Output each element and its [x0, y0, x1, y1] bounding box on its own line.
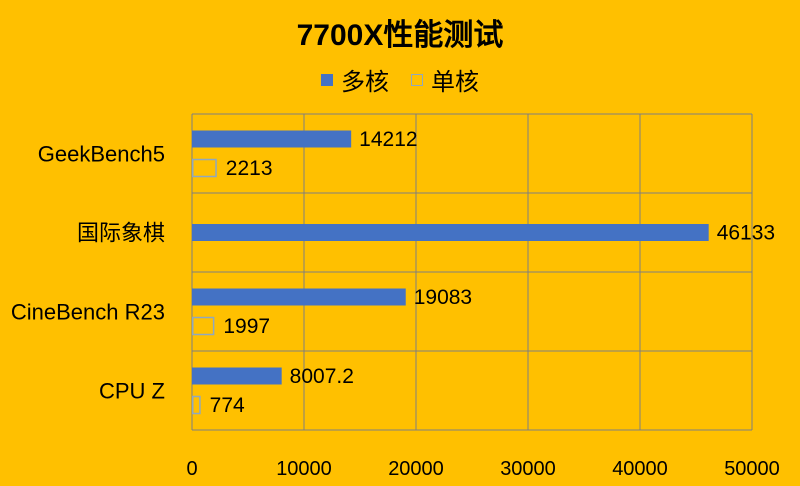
- legend-item-multicore: 多核: [321, 62, 389, 97]
- legend-label-singlecore: 单核: [431, 69, 479, 96]
- x-tick-label: 40000: [612, 458, 668, 480]
- chart-title: 7700X性能测试: [296, 19, 504, 52]
- y-category-label: CineBench R23: [11, 300, 165, 325]
- x-tick-label: 50000: [724, 458, 780, 480]
- bar-singlecore: [192, 316, 215, 336]
- legend-swatch-multicore: [321, 73, 333, 86]
- data-label-singlecore: 774: [210, 394, 245, 417]
- bar-multicore: [192, 367, 282, 385]
- y-category-label: 国际象棋: [77, 221, 165, 246]
- y-category-label: GeekBench5: [38, 142, 165, 167]
- legend-label-multicore: 多核: [341, 69, 389, 96]
- data-label-multicore: 46133: [717, 222, 775, 245]
- bar-singlecore: [192, 395, 201, 415]
- legend: 多核 单核: [0, 62, 800, 97]
- x-tick-label: 20000: [388, 458, 444, 480]
- bar-multicore: [192, 130, 352, 148]
- data-label-singlecore: 1997: [223, 315, 270, 338]
- legend-item-singlecore: 单核: [411, 62, 479, 97]
- x-tick-label: 0: [186, 458, 197, 480]
- data-label-multicore: 19083: [414, 286, 472, 309]
- y-category-label: CPU Z: [99, 379, 165, 404]
- data-label-multicore: 14212: [359, 128, 417, 151]
- legend-swatch-singlecore: [411, 73, 423, 86]
- bar-singlecore: [192, 158, 217, 178]
- bar-multicore: [192, 288, 406, 306]
- data-label-singlecore: 2213: [226, 157, 273, 180]
- x-tick-label: 30000: [500, 458, 556, 480]
- bar-multicore: [192, 224, 709, 241]
- data-label-multicore: 8007.2: [290, 365, 354, 388]
- x-tick-label: 10000: [276, 458, 332, 480]
